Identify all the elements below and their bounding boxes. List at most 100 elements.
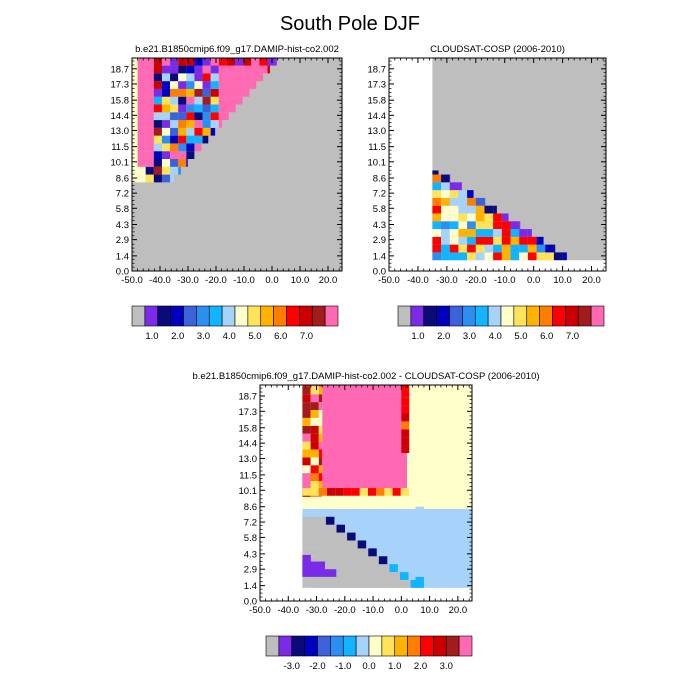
heatmap-cell bbox=[510, 236, 520, 245]
heatmap-cell bbox=[475, 221, 485, 230]
heatmap-cell bbox=[562, 252, 567, 261]
heatmap-cell bbox=[458, 197, 468, 206]
x-tick-label: -20.0 bbox=[334, 605, 356, 616]
heatmap-cell bbox=[493, 252, 502, 261]
heatmap-cell bbox=[302, 402, 311, 410]
heatmap-cell bbox=[458, 182, 462, 191]
heatmap-cell bbox=[347, 532, 356, 541]
panel-title: b.e21.B1850cmip6.f09_g17.DAMIP-hist-co2.… bbox=[192, 371, 539, 382]
heatmap-cell bbox=[161, 151, 171, 159]
x-tick-label: 10.0 bbox=[420, 605, 439, 616]
heatmap-cell bbox=[441, 229, 450, 237]
heatmap-cell bbox=[302, 441, 311, 450]
heatmap-cell bbox=[401, 397, 410, 406]
heatmap-cell bbox=[467, 205, 476, 214]
colorbar-label: 6.0 bbox=[540, 331, 553, 342]
heatmap-cell bbox=[186, 127, 195, 136]
heatmap-cell bbox=[161, 88, 171, 97]
heatmap-cell bbox=[153, 174, 162, 183]
panel-title: b.e21.B1850cmip6.f09_g17.DAMIP-hist-co2.… bbox=[135, 44, 339, 55]
heatmap-cell bbox=[378, 556, 388, 565]
heatmap-cell bbox=[527, 252, 537, 261]
heatmap-cell bbox=[493, 236, 502, 245]
heatmap-cell bbox=[302, 394, 311, 403]
heatmap-cell bbox=[432, 229, 442, 237]
heatmap-cell bbox=[153, 104, 162, 113]
heatmap-cell bbox=[475, 213, 485, 222]
heatmap-cell bbox=[302, 540, 358, 549]
heatmap-cell bbox=[302, 417, 311, 426]
heatmap-cell bbox=[153, 73, 162, 82]
heatmap-cell bbox=[475, 252, 485, 261]
heatmap-cell bbox=[389, 564, 398, 573]
colorbar-box bbox=[487, 305, 502, 327]
heatmap-cell bbox=[226, 65, 236, 74]
heatmap-cell bbox=[441, 205, 450, 214]
heatmap-cell bbox=[153, 88, 162, 97]
heatmap-cell bbox=[251, 73, 260, 82]
heatmap-cell bbox=[318, 433, 323, 442]
heatmap-cell bbox=[186, 96, 195, 105]
heatmap-cell bbox=[137, 58, 146, 66]
heatmap-cell bbox=[401, 405, 410, 414]
heatmap-cell bbox=[210, 58, 219, 66]
y-tick-label: 13.0 bbox=[239, 454, 258, 465]
heatmap-cell bbox=[145, 151, 154, 159]
heatmap-cell bbox=[145, 135, 154, 144]
heatmap-cell bbox=[153, 127, 162, 136]
y-tick-label: 17.3 bbox=[368, 79, 387, 90]
heatmap-cell bbox=[226, 73, 236, 82]
heatmap-cell bbox=[359, 488, 368, 496]
heatmap-cell bbox=[161, 65, 171, 74]
heatmap-cell bbox=[432, 236, 442, 245]
heatmap-cell bbox=[467, 236, 476, 245]
colorbar-box bbox=[234, 305, 249, 327]
y-tick-label: 18.7 bbox=[239, 391, 258, 402]
heatmap-cell bbox=[302, 457, 311, 466]
heatmap-cell bbox=[510, 221, 520, 230]
heatmap-cell bbox=[484, 197, 486, 206]
heatmap-cell bbox=[170, 96, 179, 105]
heatmap-cell bbox=[310, 465, 319, 474]
y-tick-label: 7.2 bbox=[244, 518, 257, 529]
heatmap-cell bbox=[170, 151, 179, 159]
heatmap-cell bbox=[467, 197, 476, 206]
heatmap-cell bbox=[318, 417, 323, 426]
heatmap-cell bbox=[186, 143, 195, 152]
heatmap-cell bbox=[267, 65, 270, 74]
heatmap-cell bbox=[519, 229, 528, 237]
heatmap-cell bbox=[161, 135, 171, 144]
heatmap-cell bbox=[178, 158, 187, 167]
heatmap-cell bbox=[501, 236, 511, 245]
heatmap-cell bbox=[235, 65, 244, 74]
heatmap-cell bbox=[194, 88, 203, 97]
heatmap-cell bbox=[202, 65, 211, 74]
heatmap-cell bbox=[145, 81, 154, 89]
heatmap-cell bbox=[137, 88, 146, 97]
heatmap-cell bbox=[178, 127, 187, 136]
heatmap-cell bbox=[401, 385, 410, 390]
heatmap-cell bbox=[161, 104, 171, 113]
colorbar-box bbox=[423, 305, 437, 327]
heatmap-cell bbox=[441, 236, 450, 245]
heatmap-cell bbox=[202, 96, 211, 105]
heatmap-cell bbox=[401, 437, 410, 446]
heatmap-cell bbox=[194, 135, 203, 144]
heatmap-cell bbox=[302, 516, 326, 525]
heatmap-cell bbox=[137, 81, 146, 89]
heatmap-cell bbox=[145, 73, 154, 82]
colorbar-box bbox=[513, 305, 528, 327]
colorbar-box bbox=[324, 305, 339, 327]
heatmap-cell bbox=[153, 151, 162, 159]
heatmap-cell bbox=[449, 182, 459, 191]
heatmap-cell bbox=[202, 127, 211, 136]
heatmap-cell bbox=[251, 81, 257, 89]
colorbar-label: -3.0 bbox=[284, 661, 300, 672]
heatmap-cell bbox=[218, 96, 227, 105]
colorbar-box bbox=[433, 635, 447, 657]
heatmap-cell bbox=[226, 96, 236, 105]
colorbar-box bbox=[131, 305, 146, 327]
y-tick-label: 2.9 bbox=[373, 235, 386, 246]
heatmap-cell bbox=[441, 174, 450, 183]
heatmap-cell bbox=[302, 524, 337, 533]
